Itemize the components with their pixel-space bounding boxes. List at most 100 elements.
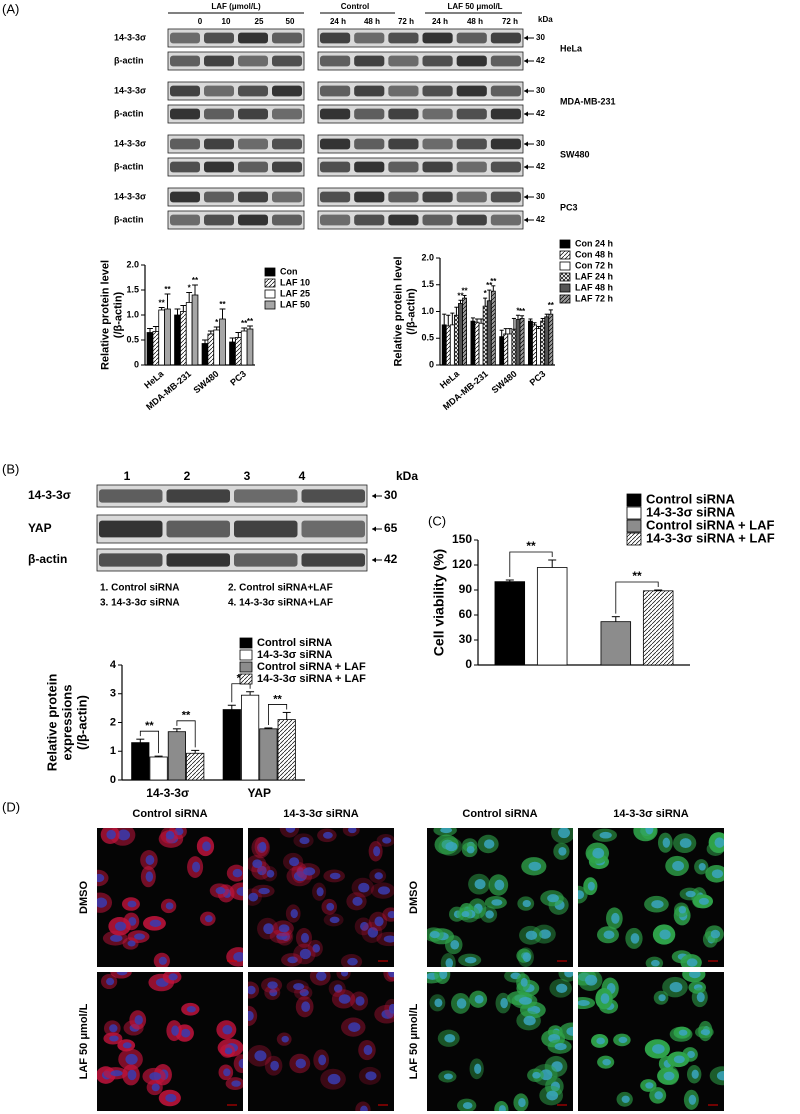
nucleus bbox=[109, 1035, 119, 1042]
blot-band bbox=[170, 55, 200, 67]
blot-band bbox=[422, 214, 453, 226]
blot-band bbox=[422, 108, 453, 120]
nucleus bbox=[145, 871, 154, 882]
nucleus bbox=[564, 972, 573, 978]
blot-band bbox=[388, 138, 419, 150]
label: HeLa bbox=[560, 43, 583, 53]
nucleus bbox=[669, 981, 683, 993]
x-tick-label: SW480 bbox=[192, 369, 221, 396]
blot-band bbox=[234, 553, 298, 567]
blot-band bbox=[388, 108, 419, 120]
nucleus bbox=[295, 1058, 307, 1069]
blot-band bbox=[320, 161, 351, 173]
blot-band bbox=[272, 55, 302, 67]
nucleus bbox=[258, 887, 270, 895]
cell bbox=[229, 882, 243, 901]
cell bbox=[559, 1022, 573, 1041]
bar bbox=[445, 325, 451, 366]
legend-swatch bbox=[239, 673, 253, 685]
bar bbox=[482, 305, 488, 366]
nucleus bbox=[289, 857, 300, 867]
label: SW480 bbox=[560, 149, 590, 159]
nucleus bbox=[450, 939, 460, 950]
nucleus bbox=[248, 1010, 254, 1021]
nucleus bbox=[181, 1028, 191, 1038]
label: 2 bbox=[184, 469, 191, 483]
label: 4 bbox=[299, 469, 306, 483]
y-axis-label: (/β-actin) bbox=[405, 288, 417, 335]
blot-band bbox=[166, 520, 230, 538]
nucleus bbox=[678, 906, 687, 914]
blot-band bbox=[170, 138, 200, 150]
nucleus bbox=[127, 940, 136, 947]
nucleus bbox=[440, 828, 453, 834]
nucleus bbox=[97, 897, 108, 908]
bar bbox=[158, 309, 165, 366]
legend-swatch bbox=[626, 493, 642, 507]
nucleus bbox=[383, 935, 394, 943]
nucleus bbox=[367, 927, 379, 938]
nucleus bbox=[686, 958, 698, 967]
blot-band bbox=[238, 191, 268, 203]
blot-band bbox=[204, 108, 234, 120]
nucleus bbox=[114, 921, 127, 931]
label: 65 bbox=[384, 521, 398, 535]
nucleus bbox=[600, 993, 610, 1004]
nucleus bbox=[429, 930, 440, 939]
nucleus bbox=[554, 1042, 567, 1051]
nucleus bbox=[602, 1058, 611, 1066]
panel-label: (A) bbox=[2, 1, 19, 16]
nucleus bbox=[363, 1045, 373, 1056]
nucleus bbox=[474, 878, 486, 890]
blot-band bbox=[272, 161, 302, 173]
bar bbox=[642, 590, 674, 666]
nucleus bbox=[97, 873, 105, 883]
nucleus bbox=[358, 882, 370, 893]
significance-label: * bbox=[215, 318, 219, 327]
blot-band bbox=[388, 214, 419, 226]
bar bbox=[519, 318, 525, 366]
y-tick-label: 150 bbox=[452, 532, 472, 546]
nucleus bbox=[318, 1054, 327, 1066]
blot-band bbox=[204, 191, 234, 203]
nucleus bbox=[494, 879, 505, 891]
nucleus bbox=[340, 972, 349, 977]
label: β-actin bbox=[114, 161, 144, 171]
nucleus bbox=[491, 899, 503, 906]
nucleus bbox=[374, 916, 384, 927]
bar bbox=[167, 731, 186, 781]
legend-swatch bbox=[264, 267, 276, 277]
nucleus bbox=[522, 899, 531, 908]
bar bbox=[470, 320, 476, 366]
bar bbox=[235, 337, 242, 366]
bar bbox=[131, 742, 150, 781]
blot-band bbox=[234, 489, 298, 503]
label: 2. Control siRNA+LAF bbox=[228, 583, 333, 594]
legend-label: LAF 50 bbox=[280, 299, 310, 309]
nucleus bbox=[382, 837, 392, 844]
label: YAP bbox=[28, 521, 52, 535]
blot-band bbox=[422, 161, 453, 173]
nucleus bbox=[149, 1072, 161, 1081]
y-axis-label: (/β-actin) bbox=[112, 291, 124, 338]
label: 48 h bbox=[467, 17, 483, 26]
bar bbox=[499, 336, 505, 366]
legend-label: LAF 24 h bbox=[575, 271, 613, 281]
y-tick-label: 0 bbox=[110, 774, 116, 786]
nucleus bbox=[233, 951, 243, 962]
label: 10 bbox=[222, 17, 231, 26]
bar bbox=[507, 333, 513, 366]
label: 30 bbox=[536, 192, 545, 201]
legend-label: Con 24 h bbox=[575, 238, 613, 248]
bracket bbox=[139, 730, 159, 754]
y-tick-label: 2.0 bbox=[421, 252, 434, 262]
blot-strip bbox=[167, 81, 305, 101]
nucleus bbox=[700, 1029, 711, 1036]
nucleus bbox=[645, 828, 654, 835]
blot-band bbox=[238, 55, 268, 67]
bar bbox=[259, 728, 278, 781]
legend-label: Con bbox=[280, 266, 298, 276]
blot-band bbox=[238, 138, 268, 150]
label: kDa bbox=[538, 15, 553, 24]
nucleus bbox=[127, 900, 137, 908]
